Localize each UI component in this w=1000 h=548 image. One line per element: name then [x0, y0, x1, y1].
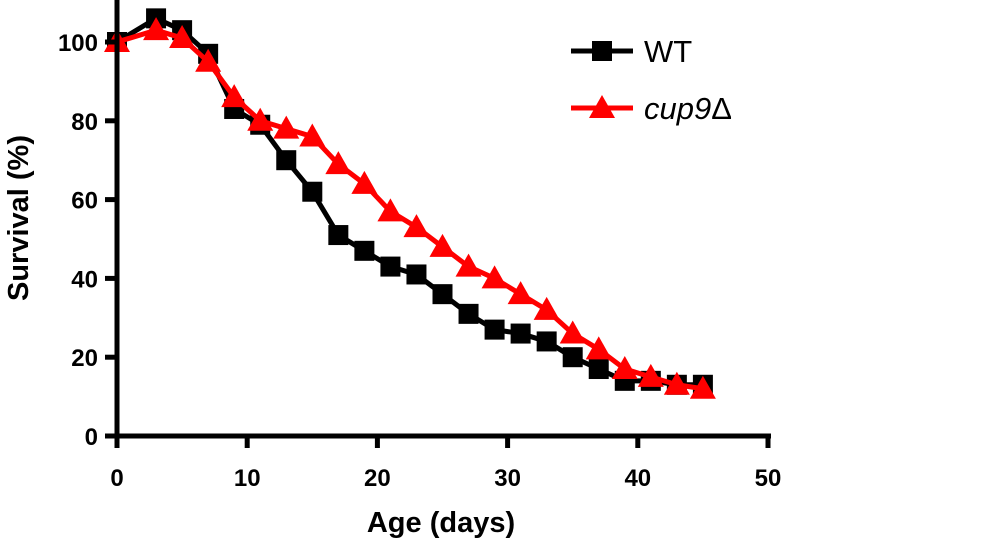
x-tick-label: 0	[110, 465, 123, 492]
legend-entry: WT	[571, 34, 692, 69]
axes-layer	[114, 0, 771, 439]
data-point	[354, 240, 375, 261]
data-point	[247, 107, 274, 131]
data-point	[302, 181, 323, 202]
x-tick-label: 40	[624, 465, 651, 492]
y-tick-label: 80	[71, 109, 98, 136]
legend-label: cup9Δ	[644, 91, 732, 126]
legend-entry: cup9Δ	[571, 91, 732, 126]
y-tick-label: 0	[85, 424, 98, 451]
data-point	[377, 198, 404, 222]
y-tick-label: 40	[71, 266, 98, 293]
data-point	[406, 264, 427, 285]
data-point	[328, 225, 349, 246]
ticks-layer: 0 10 20 30 40 50 0 20 40 60 80 100	[58, 30, 781, 492]
data-point	[588, 359, 609, 380]
data-point	[536, 331, 557, 352]
data-point	[299, 123, 326, 147]
data-point	[585, 336, 612, 360]
data-point	[325, 151, 352, 175]
data-point	[429, 233, 456, 257]
data-point	[351, 170, 378, 194]
data-point	[432, 284, 453, 305]
data-point	[169, 25, 196, 49]
data-point	[663, 371, 690, 395]
data-point	[481, 265, 508, 289]
data-point	[403, 214, 430, 238]
data-point	[559, 320, 586, 344]
data-point	[273, 115, 300, 139]
series-line	[115, 15, 703, 388]
x-tick-label: 30	[494, 465, 521, 492]
data-point	[221, 84, 248, 108]
legend-marker	[592, 41, 612, 61]
series-cup9	[104, 17, 716, 399]
data-point	[637, 363, 664, 387]
series-wt	[107, 8, 713, 395]
y-tick-label: 60	[71, 188, 98, 215]
x-tick-label: 20	[364, 465, 391, 492]
y-tick-label: 100	[58, 30, 98, 57]
series-line	[116, 27, 704, 392]
data-point	[143, 17, 170, 41]
y-axis-title: Survival (%)	[3, 135, 35, 301]
data-point	[611, 356, 638, 380]
data-point	[562, 347, 583, 368]
data-point	[533, 296, 560, 320]
x-axis-title: Age (days)	[367, 507, 515, 539]
series-layer	[104, 8, 716, 399]
data-point	[507, 281, 534, 305]
data-point	[689, 375, 716, 399]
data-point	[484, 319, 505, 340]
data-point	[195, 48, 222, 72]
data-point	[458, 303, 479, 324]
legend: WT cup9Δ	[571, 34, 732, 126]
legend-marker	[589, 95, 615, 118]
y-tick-label: 20	[71, 345, 98, 372]
x-tick-label: 50	[755, 465, 782, 492]
data-point	[455, 253, 482, 277]
data-point	[276, 150, 297, 171]
data-point	[380, 256, 401, 277]
x-tick-label: 10	[234, 465, 261, 492]
data-point	[510, 323, 531, 344]
legend-label: WT	[644, 34, 692, 69]
